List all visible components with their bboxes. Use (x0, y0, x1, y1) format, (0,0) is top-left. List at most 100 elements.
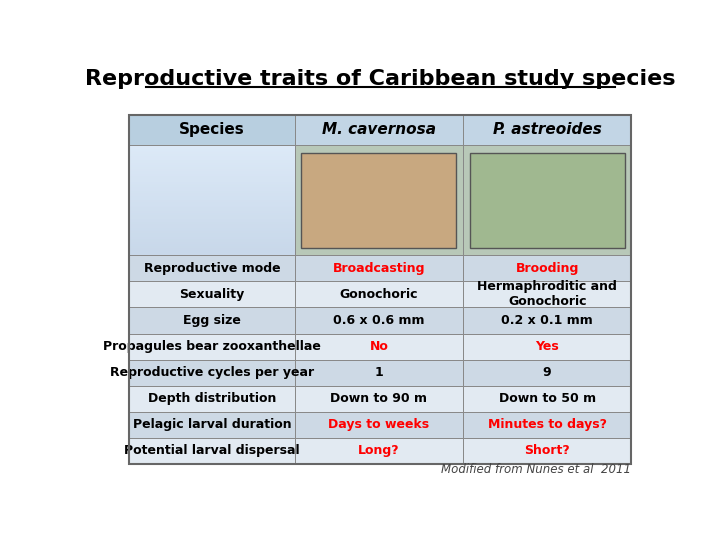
Bar (463, 360, 631, 386)
Bar (129, 147, 294, 149)
Bar (302, 152, 456, 248)
Bar (129, 114, 294, 145)
Bar (129, 281, 294, 307)
Bar (129, 145, 294, 255)
Bar (129, 222, 294, 224)
Text: Species: Species (179, 123, 245, 137)
Bar (129, 233, 294, 235)
Bar (294, 360, 463, 386)
Bar (463, 114, 631, 145)
Bar (463, 386, 631, 412)
Text: Hermaphroditic and
Gonochoric: Hermaphroditic and Gonochoric (477, 280, 617, 308)
Text: Yes: Yes (535, 340, 559, 353)
Text: 0.2 x 0.1 mm: 0.2 x 0.1 mm (501, 314, 593, 327)
Bar (294, 438, 463, 464)
Bar (129, 114, 631, 464)
Bar (463, 255, 631, 281)
Bar (129, 164, 294, 165)
Bar (129, 253, 294, 255)
Bar (129, 197, 294, 198)
Text: Reproductive traits of Caribbean study species: Reproductive traits of Caribbean study s… (85, 69, 675, 89)
Bar (294, 145, 463, 255)
Text: P. astreoides: P. astreoides (492, 123, 602, 137)
Text: Brooding: Brooding (516, 262, 579, 275)
Bar (129, 171, 294, 173)
Bar (129, 178, 294, 180)
Bar (129, 167, 294, 169)
Bar (294, 307, 463, 334)
Bar (129, 242, 294, 244)
Text: Reproductive cycles per year: Reproductive cycles per year (110, 366, 314, 379)
Bar (129, 165, 294, 167)
Bar (129, 224, 294, 226)
Bar (129, 307, 294, 334)
Text: Days to weeks: Days to weeks (328, 418, 429, 431)
Text: Broadcasting: Broadcasting (333, 262, 425, 275)
Bar (294, 386, 463, 412)
Bar (463, 307, 631, 334)
Bar (129, 244, 294, 246)
Bar (129, 246, 294, 248)
Bar (129, 154, 294, 156)
Text: Long?: Long? (358, 444, 400, 457)
Bar (129, 173, 294, 174)
Text: Sexuality: Sexuality (179, 288, 245, 301)
Bar (129, 217, 294, 219)
Bar (129, 226, 294, 228)
Bar (129, 148, 294, 151)
Bar (129, 215, 294, 217)
Bar (129, 193, 294, 194)
Text: Gonochoric: Gonochoric (340, 288, 418, 301)
Text: Minutes to days?: Minutes to days? (487, 418, 607, 431)
Bar (129, 194, 294, 197)
Text: Down to 90 m: Down to 90 m (330, 392, 428, 405)
Bar (129, 207, 294, 210)
Bar (129, 211, 294, 213)
Bar (129, 386, 294, 412)
Bar (129, 185, 294, 187)
Bar (463, 145, 631, 255)
Bar (129, 220, 294, 222)
Text: Short?: Short? (524, 444, 570, 457)
Bar (294, 412, 463, 438)
Bar (129, 240, 294, 242)
Bar (129, 228, 294, 230)
Bar (463, 438, 631, 464)
Text: Depth distribution: Depth distribution (148, 392, 276, 405)
Bar (129, 231, 294, 233)
Bar (129, 249, 294, 252)
Bar (129, 151, 294, 152)
Text: 1: 1 (374, 366, 383, 379)
Bar (129, 161, 294, 164)
Bar (129, 239, 294, 240)
Bar (129, 158, 294, 160)
Text: Modified from Nunes et al  2011: Modified from Nunes et al 2011 (441, 463, 631, 476)
Bar (129, 187, 294, 189)
Bar (129, 237, 294, 239)
Text: Propagules bear zooxanthellae: Propagules bear zooxanthellae (103, 340, 321, 353)
Bar (129, 191, 294, 193)
Bar (129, 412, 294, 438)
Bar (129, 360, 294, 386)
Bar (129, 235, 294, 237)
Bar (129, 180, 294, 182)
Bar (463, 334, 631, 360)
Bar (129, 200, 294, 202)
Bar (294, 255, 463, 281)
Text: No: No (369, 340, 388, 353)
Text: M. cavernosa: M. cavernosa (322, 123, 436, 137)
Bar (129, 174, 294, 176)
Bar (294, 281, 463, 307)
Text: 0.6 x 0.6 mm: 0.6 x 0.6 mm (333, 314, 425, 327)
Bar (129, 198, 294, 200)
Bar (129, 204, 294, 206)
Text: Egg size: Egg size (183, 314, 241, 327)
Bar (463, 412, 631, 438)
Text: 9: 9 (543, 366, 552, 379)
Bar (463, 281, 631, 307)
Bar (129, 213, 294, 215)
Bar (129, 145, 294, 147)
Bar (129, 230, 294, 231)
Bar (129, 206, 294, 207)
Bar (129, 184, 294, 185)
